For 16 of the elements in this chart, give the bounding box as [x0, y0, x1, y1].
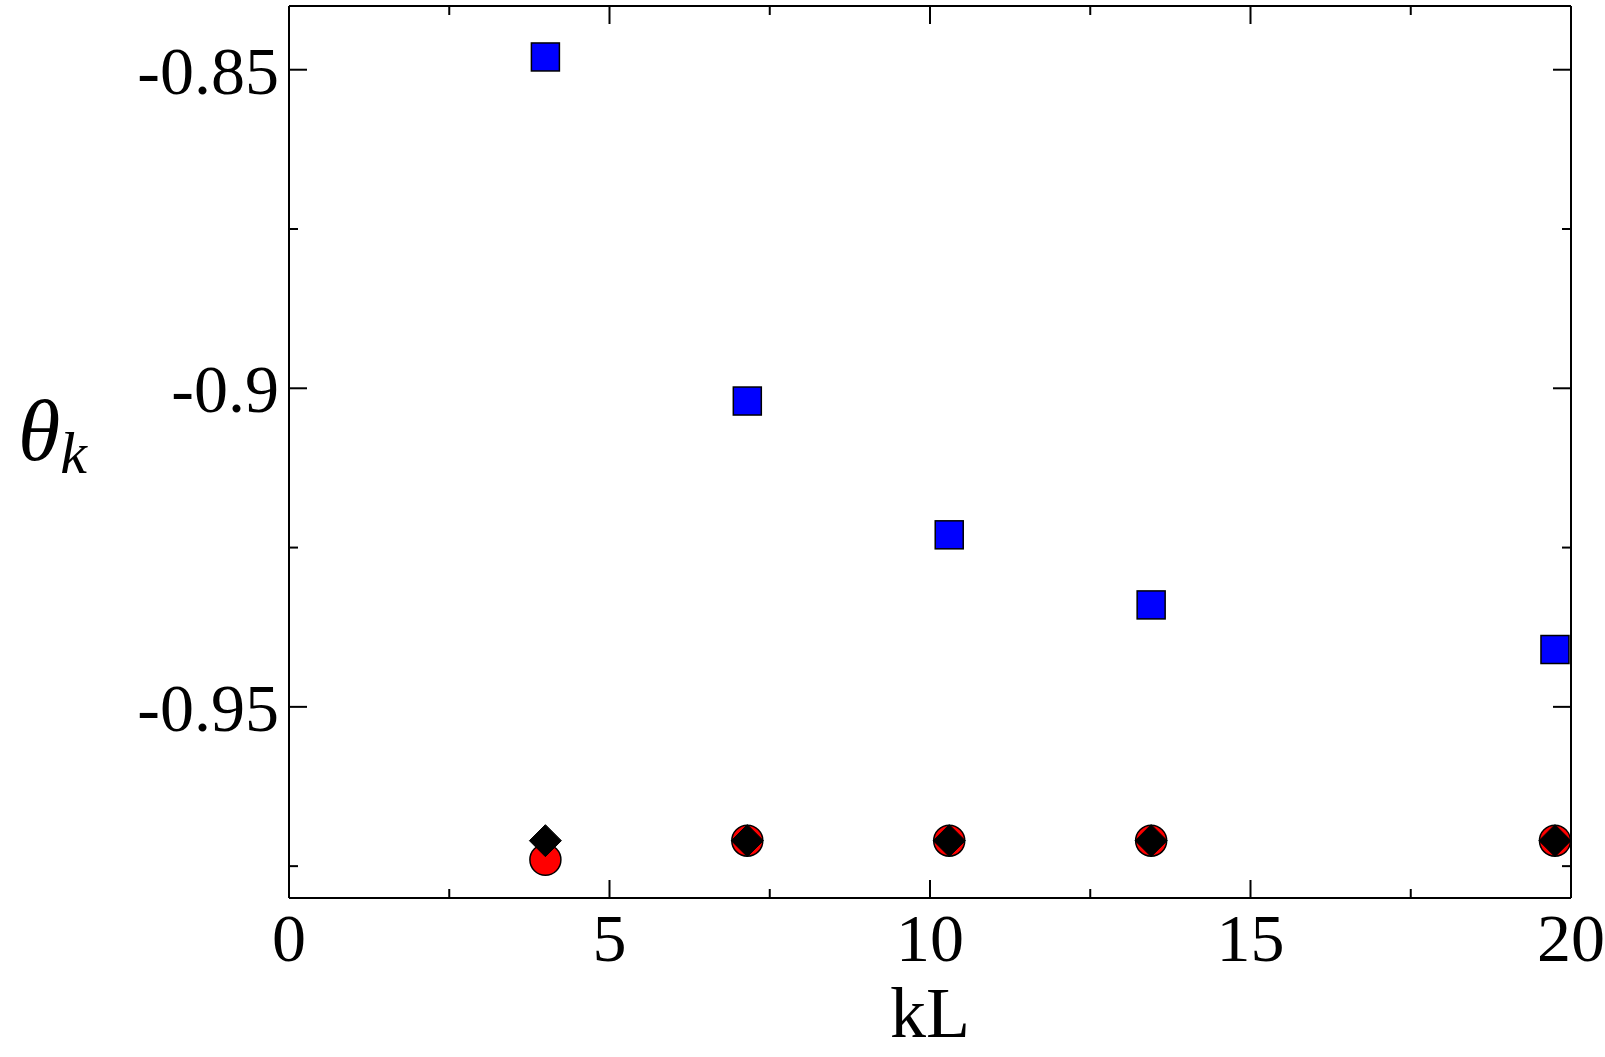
x-tick-label: 0	[272, 900, 306, 976]
x-tick-label: 15	[1216, 900, 1285, 976]
y-axis-title: θ$_{k}$	[18, 383, 89, 487]
y-tick-label: -0.95	[137, 669, 279, 746]
x-tick-label: 10	[896, 900, 964, 976]
x-axis-title: kL	[890, 973, 970, 1053]
point	[528, 824, 562, 858]
point	[732, 386, 763, 416]
point	[1540, 634, 1570, 665]
point	[934, 520, 964, 550]
point	[530, 42, 561, 72]
y-tick-label: -0.85	[137, 32, 279, 109]
x-tick-label: 5	[592, 900, 627, 976]
x-tick-label: 20	[1537, 900, 1605, 976]
point	[1136, 590, 1166, 620]
y-tick-label: -0.9	[171, 351, 279, 428]
